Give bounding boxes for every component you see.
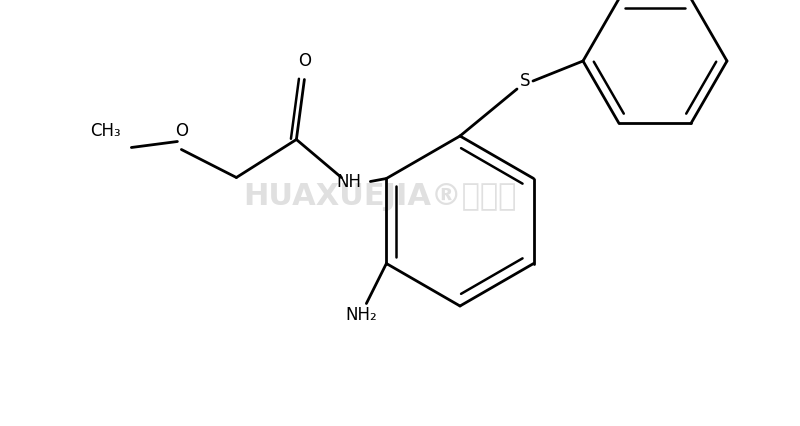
Text: HUAXUEJIA®化学加: HUAXUEJIA®化学加	[243, 181, 517, 210]
Text: O: O	[175, 123, 188, 141]
Text: NH₂: NH₂	[346, 306, 378, 325]
Text: S: S	[520, 72, 530, 90]
Text: NH: NH	[336, 173, 361, 190]
Text: O: O	[298, 52, 311, 70]
Text: CH₃: CH₃	[90, 121, 121, 139]
